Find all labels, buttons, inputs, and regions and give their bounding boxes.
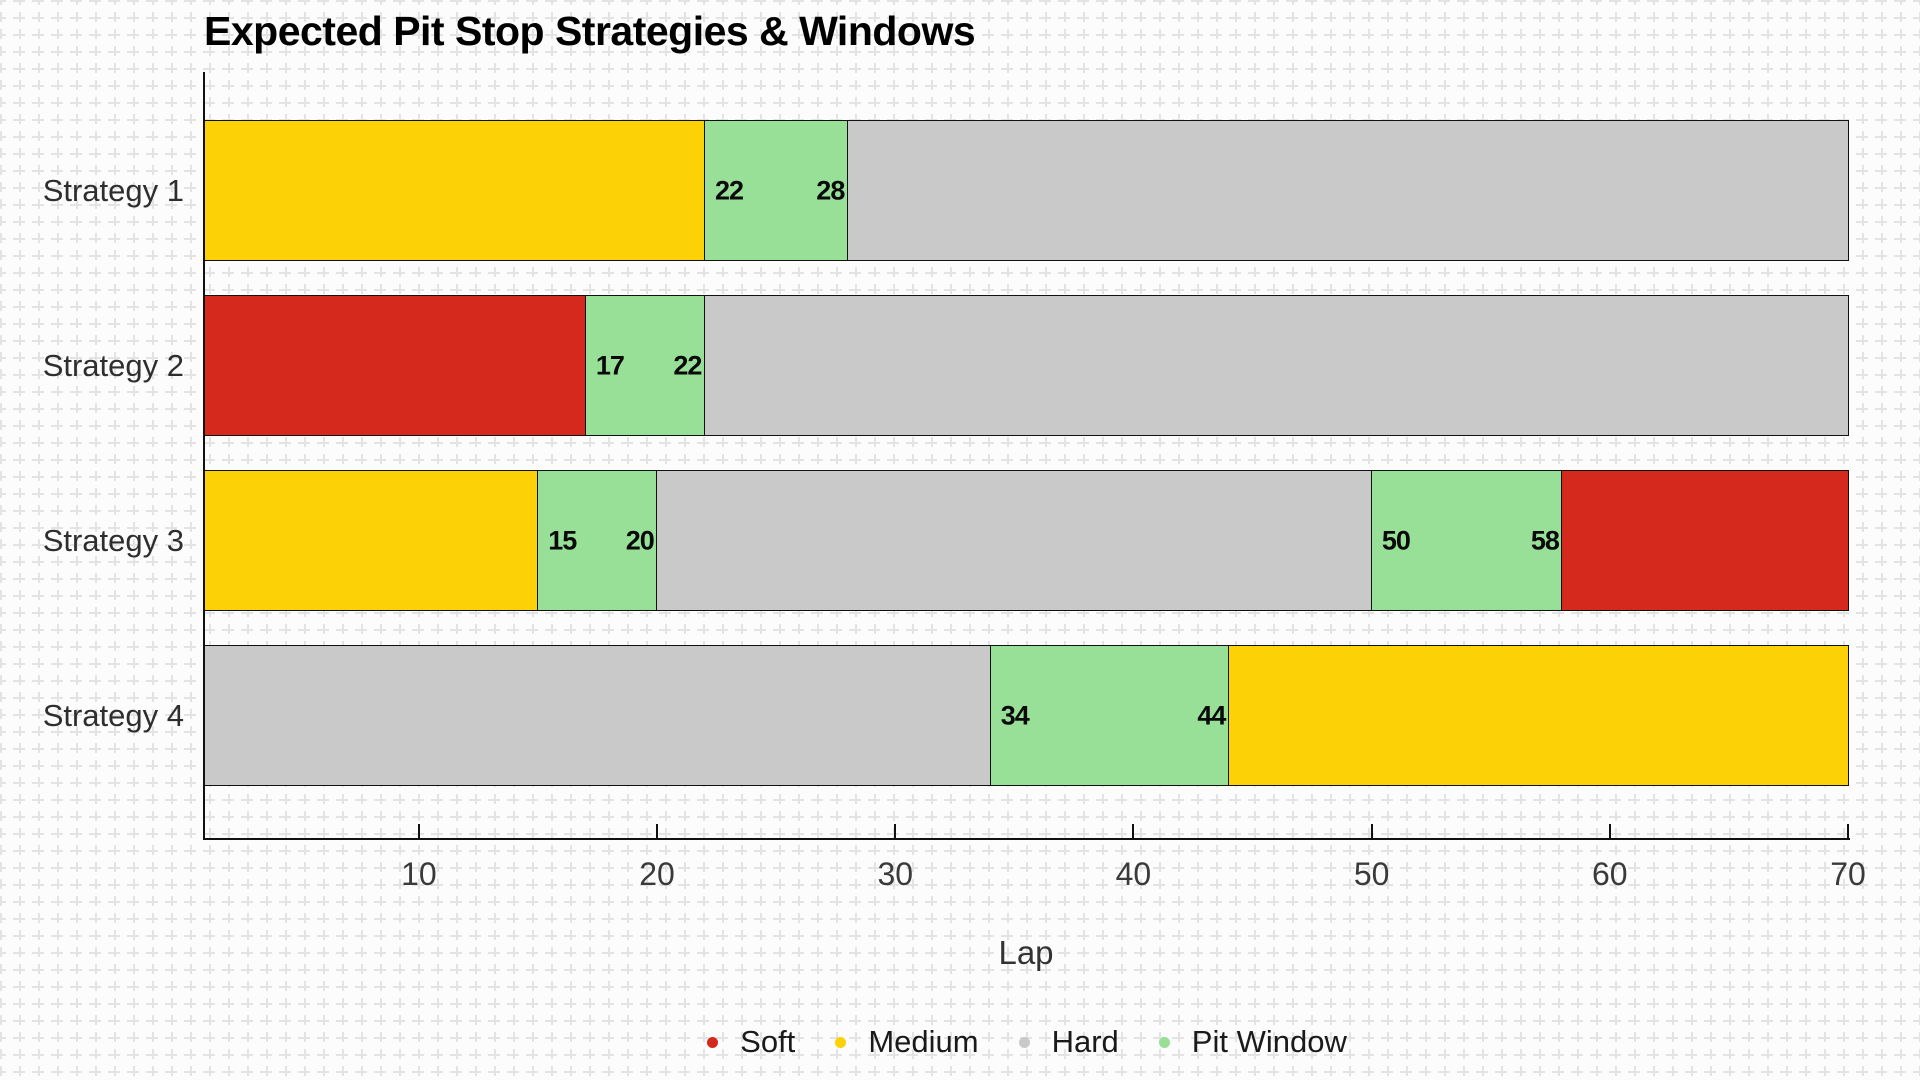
x-tick-label: 10 [401,856,437,892]
legend-item: Pit Window [1158,1024,1347,1060]
segment-soft [203,295,587,436]
legend-dot-icon [1158,1036,1170,1048]
pit-window-end-label: 58 [1530,525,1560,555]
legend-item-label: Soft [740,1024,796,1059]
x-tick-label: 30 [877,856,914,892]
legend-item: Hard [1018,1024,1119,1060]
legend-item-label: Pit Window [1191,1024,1347,1059]
strategy-label: Strategy 2 [42,347,184,383]
x-axis-spine [203,838,1850,840]
segment-hard [703,295,1849,436]
legend-dot-icon [1018,1036,1030,1048]
x-tick [1132,824,1135,838]
pit-window-end-label: 20 [625,525,655,555]
segment-pit-window: 22 28 [703,120,849,261]
x-tick [656,824,659,838]
segment-hard [656,470,1373,611]
pit-window-start-label: 50 [1381,525,1411,555]
pit-window-start-label: 15 [548,525,577,555]
strategy-label: Strategy 1 [42,172,184,208]
y-axis-spine [203,72,205,840]
x-tick-label: 40 [1115,856,1152,892]
legend-item-label: Medium [868,1024,979,1059]
legend-item: Soft [707,1024,795,1060]
segment-pit-window: 17 22 [584,295,706,436]
segment-hard [203,645,992,786]
segment-pit-window: 34 44 [989,645,1230,786]
x-tick-label: 60 [1592,856,1628,892]
pit-window-start-label: 17 [595,350,625,380]
pit-window-end-label: 44 [1197,700,1226,730]
x-tick [417,824,420,838]
x-tick [1847,824,1849,838]
x-tick [1608,824,1611,838]
segment-medium [203,470,539,611]
segment-soft [1561,470,1849,611]
legend-item-label: Hard [1051,1024,1119,1059]
segment-hard [846,120,1849,261]
pit-window-start-label: 34 [1000,700,1030,730]
x-tick-label: 70 [1830,856,1866,892]
chart-title: Expected Pit Stop Strategies & Windows [204,8,976,54]
pit-window-end-label: 28 [816,175,845,205]
x-tick [894,824,897,838]
strategy-label: Strategy 3 [42,522,184,558]
segment-medium [203,120,706,261]
strategy-label: Strategy 4 [42,697,184,733]
x-axis-title: Lap [998,934,1054,971]
legend: Soft Medium Hard Pit Window [204,1024,1850,1060]
legend-dot-icon [707,1036,719,1048]
segment-pit-window: 50 58 [1370,470,1563,611]
x-tick [1370,824,1373,838]
legend-dot-icon [835,1036,847,1048]
segment-medium [1227,645,1849,786]
pit-window-end-label: 22 [673,350,702,380]
legend-item: Medium [835,1024,979,1060]
segment-pit-window: 15 20 [537,470,658,611]
pit-window-start-label: 22 [714,175,744,205]
x-tick-label: 50 [1353,856,1390,892]
x-tick-label: 20 [639,856,675,892]
